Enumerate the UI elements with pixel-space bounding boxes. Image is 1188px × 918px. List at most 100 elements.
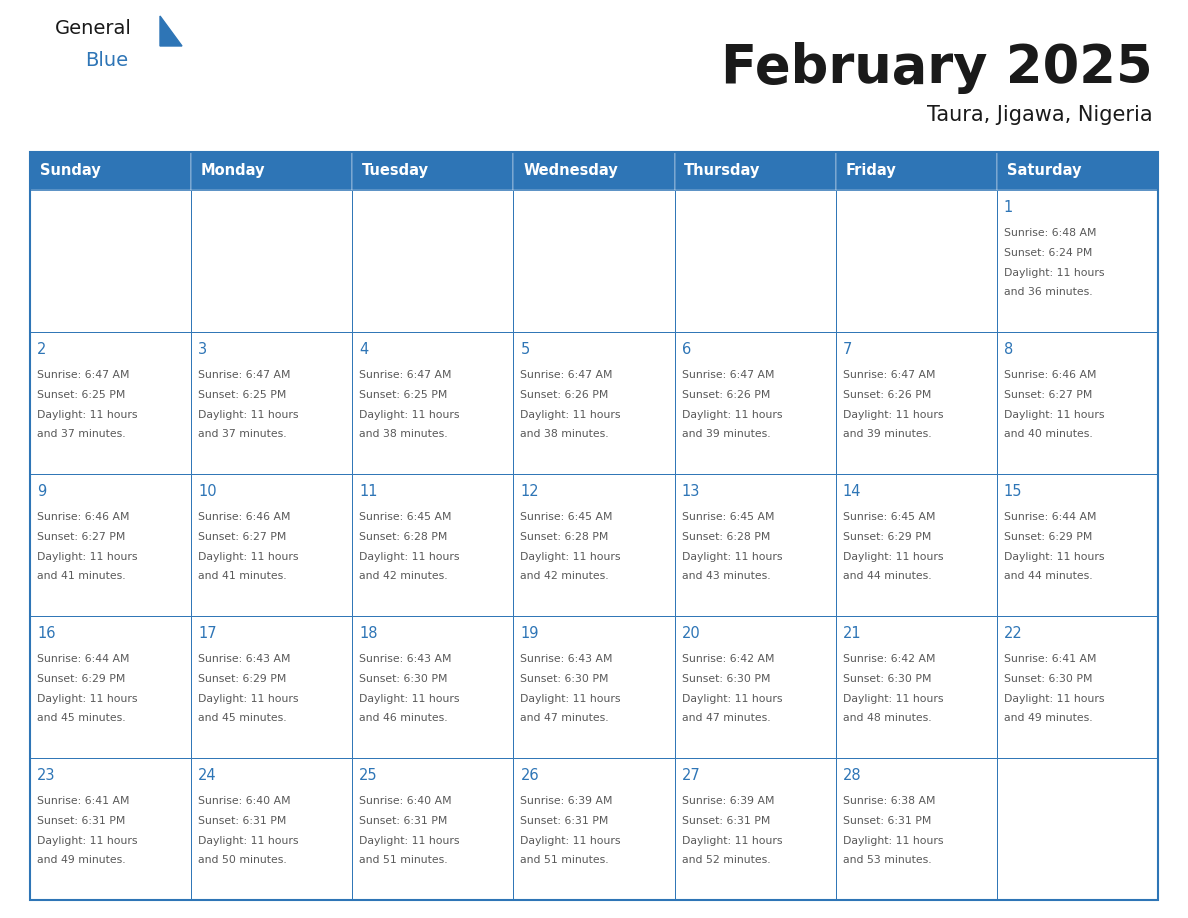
Text: Sunset: 6:29 PM: Sunset: 6:29 PM — [1004, 532, 1092, 542]
Text: Daylight: 11 hours: Daylight: 11 hours — [37, 835, 138, 845]
FancyBboxPatch shape — [353, 332, 513, 474]
Text: Sunrise: 6:43 AM: Sunrise: 6:43 AM — [198, 655, 291, 665]
Text: Daylight: 11 hours: Daylight: 11 hours — [682, 409, 782, 420]
Text: and 42 minutes.: and 42 minutes. — [520, 571, 609, 581]
Text: Daylight: 11 hours: Daylight: 11 hours — [37, 552, 138, 562]
Text: Daylight: 11 hours: Daylight: 11 hours — [842, 409, 943, 420]
Text: Daylight: 11 hours: Daylight: 11 hours — [1004, 552, 1105, 562]
Text: Daylight: 11 hours: Daylight: 11 hours — [1004, 693, 1105, 703]
FancyBboxPatch shape — [675, 152, 835, 190]
Text: Sunrise: 6:45 AM: Sunrise: 6:45 AM — [842, 512, 935, 522]
Text: Sunrise: 6:46 AM: Sunrise: 6:46 AM — [198, 512, 291, 522]
Text: Sunrise: 6:39 AM: Sunrise: 6:39 AM — [520, 797, 613, 807]
Text: and 39 minutes.: and 39 minutes. — [842, 429, 931, 439]
Text: 21: 21 — [842, 626, 861, 641]
Text: 23: 23 — [37, 768, 56, 783]
Text: and 41 minutes.: and 41 minutes. — [198, 571, 286, 581]
Text: Daylight: 11 hours: Daylight: 11 hours — [682, 835, 782, 845]
FancyBboxPatch shape — [353, 758, 513, 900]
FancyBboxPatch shape — [191, 616, 353, 758]
Text: Sunrise: 6:42 AM: Sunrise: 6:42 AM — [842, 655, 935, 665]
Text: Sunset: 6:25 PM: Sunset: 6:25 PM — [37, 390, 126, 400]
Text: Sunset: 6:28 PM: Sunset: 6:28 PM — [682, 532, 770, 542]
Text: 25: 25 — [359, 768, 378, 783]
Text: Sunset: 6:26 PM: Sunset: 6:26 PM — [520, 390, 608, 400]
FancyBboxPatch shape — [30, 758, 191, 900]
Text: and 48 minutes.: and 48 minutes. — [842, 713, 931, 723]
Text: Daylight: 11 hours: Daylight: 11 hours — [198, 835, 298, 845]
Text: Daylight: 11 hours: Daylight: 11 hours — [520, 409, 621, 420]
Text: and 47 minutes.: and 47 minutes. — [520, 713, 609, 723]
Text: 8: 8 — [1004, 342, 1013, 357]
Text: 24: 24 — [198, 768, 216, 783]
Text: and 52 minutes.: and 52 minutes. — [682, 855, 770, 865]
Text: Sunrise: 6:45 AM: Sunrise: 6:45 AM — [682, 512, 775, 522]
Text: 19: 19 — [520, 626, 539, 641]
Text: Saturday: Saturday — [1006, 163, 1081, 178]
Text: and 36 minutes.: and 36 minutes. — [1004, 287, 1093, 297]
Text: 26: 26 — [520, 768, 539, 783]
Text: Sunset: 6:25 PM: Sunset: 6:25 PM — [198, 390, 286, 400]
Text: 3: 3 — [198, 342, 207, 357]
FancyBboxPatch shape — [191, 474, 353, 616]
Text: Daylight: 11 hours: Daylight: 11 hours — [842, 552, 943, 562]
FancyBboxPatch shape — [513, 758, 675, 900]
Text: Sunset: 6:30 PM: Sunset: 6:30 PM — [520, 674, 609, 684]
Text: Sunday: Sunday — [39, 163, 101, 178]
Text: Daylight: 11 hours: Daylight: 11 hours — [359, 409, 460, 420]
FancyBboxPatch shape — [513, 616, 675, 758]
Text: and 43 minutes.: and 43 minutes. — [682, 571, 770, 581]
FancyBboxPatch shape — [675, 758, 835, 900]
Text: 22: 22 — [1004, 626, 1023, 641]
Text: Sunrise: 6:44 AM: Sunrise: 6:44 AM — [1004, 512, 1097, 522]
Text: 4: 4 — [359, 342, 368, 357]
Text: Sunrise: 6:43 AM: Sunrise: 6:43 AM — [359, 655, 451, 665]
Text: 27: 27 — [682, 768, 700, 783]
FancyBboxPatch shape — [835, 332, 997, 474]
Text: Tuesday: Tuesday — [362, 163, 429, 178]
FancyBboxPatch shape — [30, 332, 191, 474]
Text: Daylight: 11 hours: Daylight: 11 hours — [682, 552, 782, 562]
Text: and 47 minutes.: and 47 minutes. — [682, 713, 770, 723]
FancyBboxPatch shape — [997, 332, 1158, 474]
Text: Sunset: 6:27 PM: Sunset: 6:27 PM — [1004, 390, 1092, 400]
Text: Daylight: 11 hours: Daylight: 11 hours — [842, 693, 943, 703]
Text: 7: 7 — [842, 342, 852, 357]
FancyBboxPatch shape — [675, 474, 835, 616]
Text: Sunrise: 6:42 AM: Sunrise: 6:42 AM — [682, 655, 775, 665]
Text: Sunrise: 6:45 AM: Sunrise: 6:45 AM — [359, 512, 451, 522]
Text: Daylight: 11 hours: Daylight: 11 hours — [520, 835, 621, 845]
FancyBboxPatch shape — [835, 190, 997, 332]
Text: and 41 minutes.: and 41 minutes. — [37, 571, 126, 581]
Text: Thursday: Thursday — [684, 163, 760, 178]
Text: 12: 12 — [520, 484, 539, 499]
Text: Sunset: 6:31 PM: Sunset: 6:31 PM — [198, 816, 286, 826]
Text: 20: 20 — [682, 626, 700, 641]
Text: Daylight: 11 hours: Daylight: 11 hours — [198, 552, 298, 562]
FancyBboxPatch shape — [675, 190, 835, 332]
Text: Sunset: 6:30 PM: Sunset: 6:30 PM — [842, 674, 931, 684]
Polygon shape — [160, 16, 182, 46]
Text: Daylight: 11 hours: Daylight: 11 hours — [359, 835, 460, 845]
Text: Daylight: 11 hours: Daylight: 11 hours — [198, 693, 298, 703]
Text: 5: 5 — [520, 342, 530, 357]
Text: Monday: Monday — [201, 163, 265, 178]
Text: 11: 11 — [359, 484, 378, 499]
Text: Sunset: 6:24 PM: Sunset: 6:24 PM — [1004, 248, 1092, 258]
Text: Sunrise: 6:45 AM: Sunrise: 6:45 AM — [520, 512, 613, 522]
Text: Daylight: 11 hours: Daylight: 11 hours — [1004, 267, 1105, 277]
Text: Sunset: 6:31 PM: Sunset: 6:31 PM — [37, 816, 126, 826]
FancyBboxPatch shape — [30, 616, 191, 758]
FancyBboxPatch shape — [191, 152, 353, 190]
Text: Sunset: 6:29 PM: Sunset: 6:29 PM — [198, 674, 286, 684]
FancyBboxPatch shape — [997, 152, 1158, 190]
Text: Sunset: 6:30 PM: Sunset: 6:30 PM — [1004, 674, 1092, 684]
Text: Sunrise: 6:47 AM: Sunrise: 6:47 AM — [520, 371, 613, 380]
Text: 28: 28 — [842, 768, 861, 783]
FancyBboxPatch shape — [30, 474, 191, 616]
FancyBboxPatch shape — [997, 758, 1158, 900]
Text: Daylight: 11 hours: Daylight: 11 hours — [682, 693, 782, 703]
Text: and 45 minutes.: and 45 minutes. — [198, 713, 286, 723]
Text: Daylight: 11 hours: Daylight: 11 hours — [359, 693, 460, 703]
Text: Sunset: 6:31 PM: Sunset: 6:31 PM — [682, 816, 770, 826]
